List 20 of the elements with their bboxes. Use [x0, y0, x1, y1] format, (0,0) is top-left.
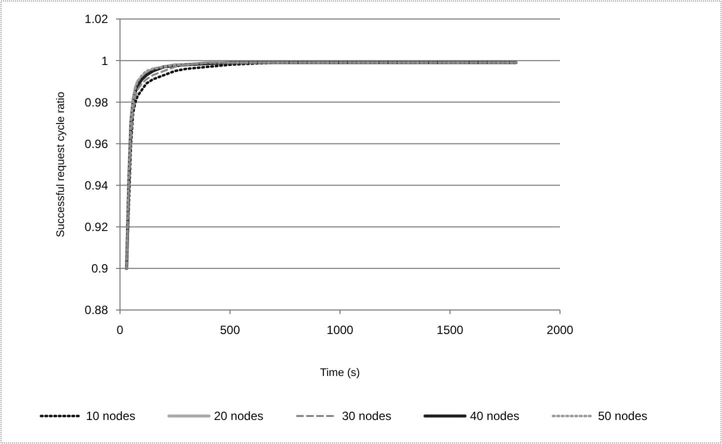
x-tick-label: 1000	[326, 323, 354, 337]
y-tick-label: 0.9	[91, 262, 108, 276]
legend-label: 10 nodes	[86, 409, 136, 424]
y-tick-label: 0.92	[84, 220, 108, 234]
y-tick-label: 0.98	[84, 95, 108, 110]
y-tick-label: 0.88	[84, 303, 108, 318]
y-tick-label: 1	[101, 54, 108, 68]
y-axis-title: Successful request cycle ratio	[55, 92, 67, 238]
legend-label: 50 nodes	[598, 409, 648, 424]
x-tick-label: 1500	[436, 323, 464, 337]
y-tick-label: 0.96	[84, 136, 108, 151]
x-tick-label: 500	[220, 323, 240, 337]
legend-label: 30 nodes	[342, 409, 392, 424]
legend-label: 20 nodes	[214, 409, 264, 424]
y-tick-label: 1.02	[84, 12, 108, 26]
x-tick-label: 2000	[546, 323, 574, 337]
y-tick-label: 0.94	[84, 178, 108, 192]
x-axis-title: Time (s)	[320, 367, 360, 379]
x-tick-label: 0	[116, 323, 124, 337]
legend-label: 40 nodes	[470, 409, 520, 424]
